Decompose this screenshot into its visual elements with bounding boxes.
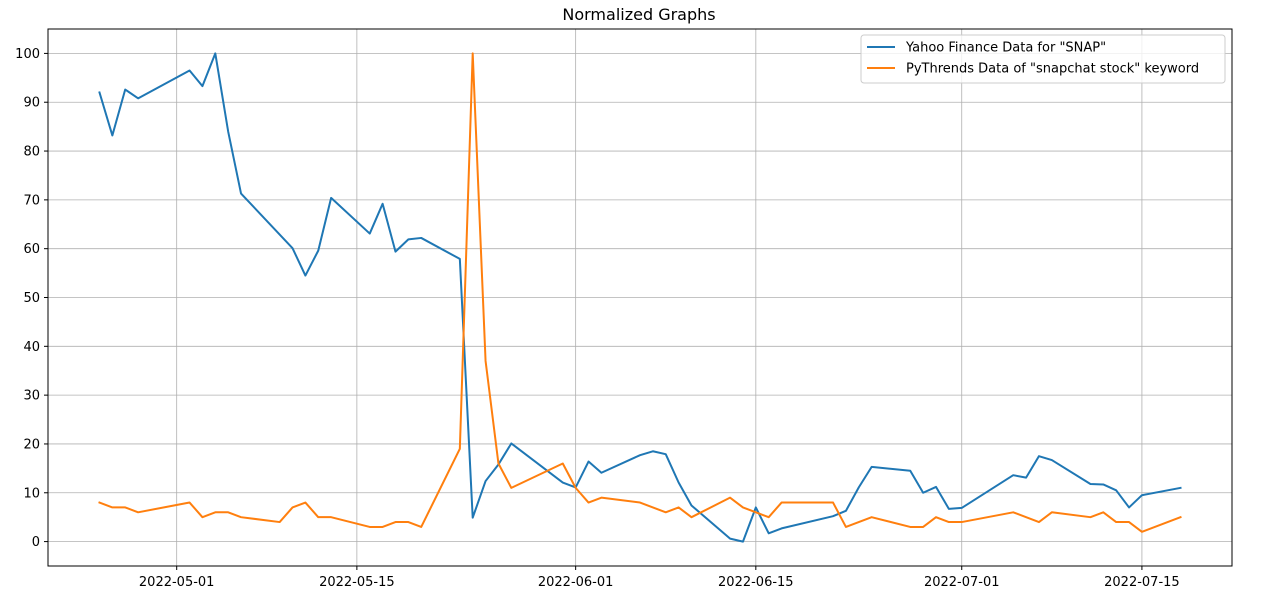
y-tick-label: 30: [23, 389, 40, 404]
series-layer: [98, 52, 1182, 543]
legend-box: [860, 34, 1226, 84]
y-tick-label: 10: [23, 486, 40, 501]
legend-label-2: PyThrends Data of "snapchat stock" keywo…: [906, 62, 1199, 77]
series-line-1: [98, 52, 1182, 543]
grid-layer: [48, 29, 1232, 566]
y-tick-label: 20: [23, 437, 40, 452]
legend: Yahoo Finance Data for "SNAP" PyThrends D…: [860, 34, 1226, 84]
tick-layer: 0 10 20 30 40 50 60 70 80 90 100 2022-05-01 2022-05-…: [15, 47, 1180, 590]
legend-label-1: Yahoo Finance Data for "SNAP": [905, 41, 1106, 56]
y-tick-label: 40: [23, 340, 40, 355]
x-tick-label: 2022-07-15: [1104, 575, 1180, 590]
x-tick-label: 2022-06-15: [718, 575, 794, 590]
x-tick-label: 2022-07-01: [924, 575, 1000, 590]
y-tick-label: 0: [32, 535, 40, 550]
x-tick-label: 2022-05-01: [139, 575, 215, 590]
y-tick-label: 100: [15, 47, 40, 62]
chart-title: Normalized Graphs: [562, 5, 715, 24]
y-tick-label: 70: [23, 193, 40, 208]
y-tick-label: 50: [23, 291, 40, 306]
y-tick-label: 60: [23, 242, 40, 257]
x-tick-label: 2022-05-15: [319, 575, 395, 590]
x-tick-label: 2022-06-01: [538, 575, 614, 590]
series-line-2: [98, 52, 1182, 533]
y-tick-label: 90: [23, 96, 40, 111]
y-tick-label: 80: [23, 145, 40, 160]
